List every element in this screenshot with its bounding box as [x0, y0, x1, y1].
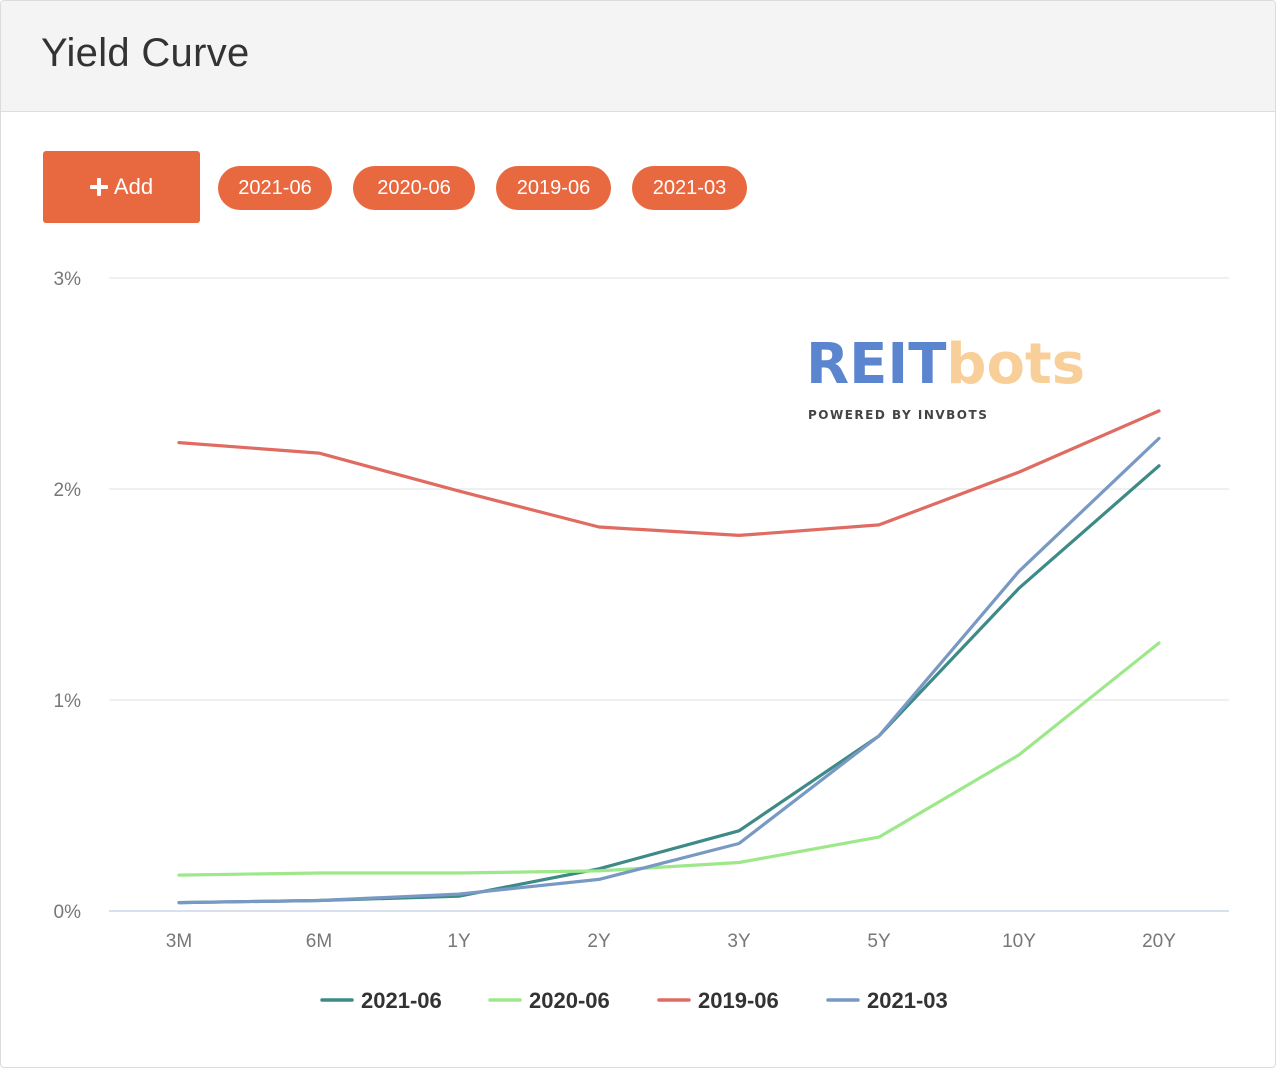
watermark-brand-accent: bots — [946, 332, 1085, 397]
card-header: Yield Curve — [1, 1, 1275, 112]
legend-item-label[interactable]: 2021-06 — [361, 988, 442, 1013]
tag-2020-06[interactable]: 2020-06 — [353, 166, 475, 210]
series-line-2021-03 — [177, 436, 1161, 905]
reitbots-watermark: REITbots POWERED BY INVBOTS — [806, 332, 1085, 422]
x-tick-label: 6M — [306, 931, 332, 952]
y-tick-label: 2% — [54, 480, 82, 501]
tag-2021-03[interactable]: 2021-03 — [632, 166, 747, 210]
tag-2021-06[interactable]: 2021-06 — [218, 166, 332, 210]
watermark-brand: REITbots — [806, 332, 1085, 397]
series-line-2020-06 — [177, 641, 1161, 877]
page-title: Yield Curve — [41, 31, 250, 75]
x-tick-label: 5Y — [867, 931, 891, 952]
legend-item-label[interactable]: 2020-06 — [529, 988, 610, 1013]
y-tick-label: 3% — [54, 269, 82, 290]
x-tick-label: 1Y — [447, 931, 471, 952]
x-tick-label: 3Y — [727, 931, 751, 952]
watermark-brand-main: REIT — [806, 332, 946, 397]
add-button[interactable]: Add — [43, 151, 200, 223]
watermark-tagline: POWERED BY INVBOTS — [808, 408, 988, 422]
tag-2019-06[interactable]: 2019-06 — [496, 166, 611, 210]
legend: 2021-06 2020-06 2019-06 2021-03 — [320, 988, 948, 1013]
plus-icon — [89, 178, 108, 196]
legend-item-label[interactable]: 2019-06 — [698, 988, 779, 1013]
series-layer — [177, 409, 1161, 905]
series-line-2019-06 — [177, 409, 1161, 537]
yield-curve-chart: REITbots POWERED BY INVBOTS 0% 1% 2% 3% 3M 6M… — [54, 269, 1229, 1013]
add-button-label: Add — [113, 174, 154, 199]
x-tick-label: 2Y — [587, 931, 611, 952]
x-tick-label: 10Y — [1002, 931, 1036, 952]
y-tick-label: 0% — [54, 902, 82, 923]
x-tick-label: 3M — [166, 931, 192, 952]
x-tick-label: 20Y — [1142, 931, 1176, 952]
legend-item-label[interactable]: 2021-03 — [867, 988, 948, 1013]
y-tick-label: 1% — [54, 691, 82, 712]
axis-layer: 0% 1% 2% 3% 3M 6M 1Y 2Y 3Y 5Y 10Y 20Y — [54, 269, 1229, 952]
grid-layer — [109, 277, 1229, 701]
